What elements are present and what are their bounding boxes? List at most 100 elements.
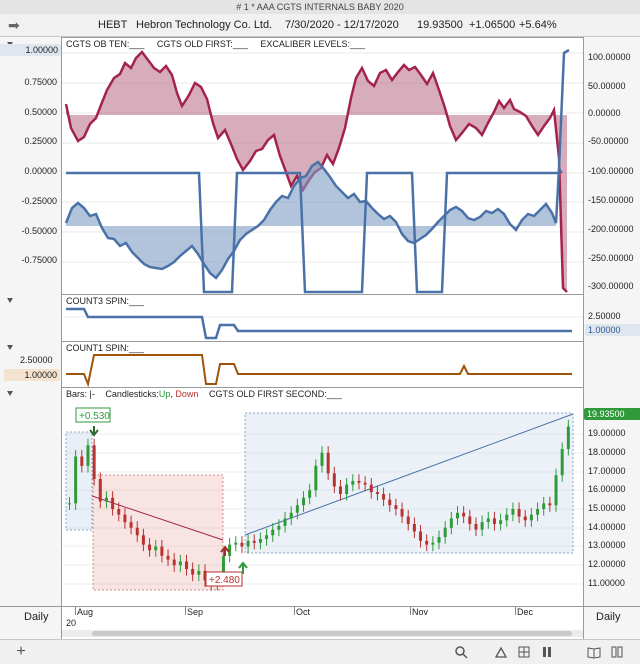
candle-body — [492, 518, 496, 524]
candle-body — [536, 509, 540, 515]
legend-ob-ten[interactable]: CGTS OB TEN:___ — [66, 39, 145, 49]
quote-company: Hebron Technology Co. Ltd. — [136, 19, 273, 31]
legend-bars[interactable]: Bars: — [66, 389, 88, 399]
candle-body — [462, 512, 466, 517]
candle-body — [283, 518, 287, 526]
candle-body — [74, 456, 78, 504]
axis-tick: 16.00000 — [588, 484, 626, 494]
columns-icon[interactable] — [610, 645, 624, 659]
month-label: Oct — [296, 607, 311, 617]
panel3-plot[interactable]: COUNT1 SPIN:___ — [62, 341, 583, 387]
candle-body — [511, 509, 515, 515]
panel2-plot[interactable]: COUNT3 SPIN:___ — [62, 294, 583, 341]
axis-tick: -0.50000 — [21, 226, 57, 236]
plus-icon[interactable]: + — [16, 643, 26, 660]
candle-body — [277, 525, 281, 530]
axis-tick: 19.00000 — [588, 428, 626, 438]
candle-body — [221, 555, 225, 579]
month-label: Sep — [187, 607, 204, 617]
candle-body — [554, 475, 558, 506]
candle-body — [406, 516, 410, 524]
legend-count3[interactable]: COUNT3 SPIN:___ — [66, 296, 145, 306]
candle-body — [80, 456, 84, 466]
candle-body — [252, 540, 256, 543]
candle-body — [258, 539, 262, 543]
legend-old-first[interactable]: CGTS OLD FIRST:___ — [156, 39, 248, 49]
time-scrollbar[interactable] — [62, 630, 583, 637]
axis-tick: 0.00000 — [24, 166, 57, 176]
forward-arrow-icon[interactable]: ➡ — [8, 17, 20, 33]
candle-body — [172, 559, 176, 566]
legend-count1[interactable]: COUNT1 SPIN:___ — [66, 343, 145, 353]
legend-candles[interactable]: Candlesticks: — [105, 389, 159, 399]
candle-body — [357, 480, 361, 483]
axis-tick: 0.25000 — [24, 136, 57, 146]
candle-body — [271, 529, 275, 536]
panel-menu-icon[interactable] — [7, 345, 13, 350]
panel3-right-axis — [583, 341, 640, 387]
panel-menu-icon[interactable] — [7, 391, 13, 396]
timeaxis-left: Daily — [0, 606, 62, 640]
candle-body — [129, 522, 133, 528]
candle-body — [474, 524, 478, 530]
panel1-right-axis: 100.00000 50.00000 0.00000 -50.00000 -10… — [583, 37, 640, 294]
candle-body — [111, 497, 115, 509]
month-label: Dec — [517, 607, 534, 617]
candle-body — [449, 518, 453, 528]
candles-group — [68, 419, 570, 591]
legend-old-first-second[interactable]: CGTS OLD FIRST SECOND:___ — [208, 389, 342, 399]
right-period-label[interactable]: Daily — [596, 611, 621, 623]
candle-body — [154, 546, 158, 551]
panel4-plot[interactable]: Bars: |- Candlesticks:Up, Down CGTS OLD … — [62, 387, 583, 606]
candle-body — [338, 486, 342, 494]
panel4-left-axis — [0, 387, 62, 606]
candle-body — [382, 494, 386, 500]
axis-tick: 50.00000 — [588, 81, 626, 91]
legend-up: Up — [158, 389, 171, 399]
up-arrow-marker-red — [220, 545, 230, 556]
bottom-toolbar: + — [0, 639, 640, 664]
book-icon[interactable] — [587, 645, 601, 659]
candle-body — [178, 561, 182, 566]
candle-body — [240, 542, 244, 547]
candle-body — [302, 497, 306, 506]
legend-excaliber[interactable]: EXCALIBER LEVELS:___ — [260, 39, 365, 49]
old-first-fill — [66, 162, 556, 278]
candle-body — [437, 537, 441, 543]
candle-body — [166, 555, 170, 560]
annotation-down: +2.480 — [209, 575, 240, 586]
quote-change-pct: +5.64% — [519, 19, 557, 31]
candle-body — [542, 503, 546, 509]
panel2-svg — [62, 307, 583, 340]
candle-body — [148, 544, 152, 551]
axis-tick: 14.00000 — [588, 522, 626, 532]
candle-body — [480, 522, 484, 530]
price-svg: +0.530 +2.480 — [62, 407, 583, 591]
candle-body — [468, 516, 472, 524]
candle-body — [320, 452, 324, 466]
panel1-plot[interactable]: CGTS OB TEN:___ CGTS OLD FIRST:___ EXCAL… — [62, 37, 583, 294]
grid-icon[interactable] — [517, 645, 531, 659]
candle-body — [135, 527, 139, 536]
drawing-icon[interactable] — [494, 645, 508, 659]
candle-body — [160, 546, 164, 556]
candle-body — [246, 540, 250, 547]
candle-body — [191, 569, 195, 575]
panel-menu-icon[interactable] — [7, 298, 13, 303]
pause-icon[interactable] — [540, 645, 554, 659]
candle-body — [560, 449, 564, 476]
scrollbar-thumb[interactable] — [92, 631, 572, 636]
axis-tick: 0.00000 — [588, 108, 621, 118]
candle-body — [566, 426, 570, 449]
axis-tick: 15.00000 — [588, 503, 626, 513]
quote-bar: ➡ HEBT Hebron Technology Co. Ltd. 7/30/2… — [0, 14, 640, 37]
search-icon[interactable] — [454, 645, 468, 659]
candle-body — [388, 499, 392, 506]
axis-tick: 11.00000 — [588, 578, 625, 588]
left-period-label[interactable]: Daily — [24, 611, 49, 623]
panel2-right-badge: 1.00000 — [585, 324, 640, 336]
axis-tick: 17.00000 — [588, 466, 626, 476]
last-price-badge: 19.93500 — [584, 408, 640, 420]
candle-body — [123, 514, 127, 523]
candle-body — [455, 512, 459, 519]
